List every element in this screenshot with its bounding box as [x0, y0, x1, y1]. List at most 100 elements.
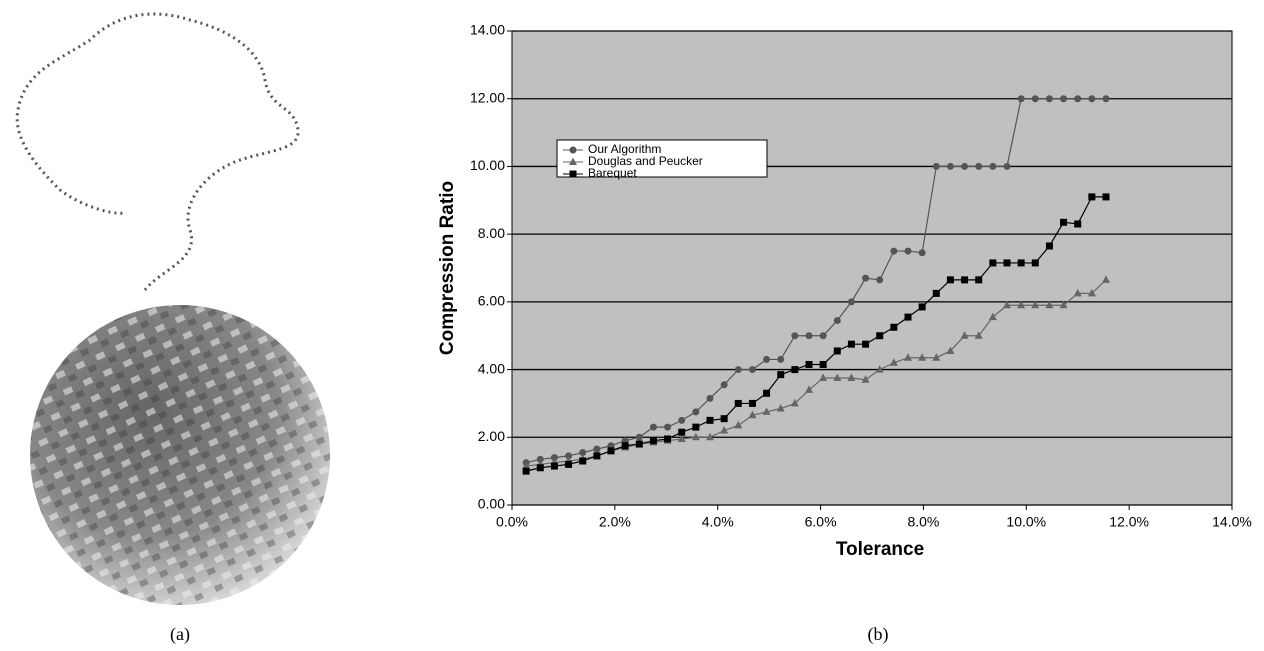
- x-axis-title: Tolerance: [836, 539, 924, 560]
- caption: (a): [170, 624, 190, 645]
- plot-area: [511, 30, 1233, 506]
- caption: (b): [868, 624, 889, 645]
- point: [734, 420, 743, 429]
- point: [635, 440, 643, 448]
- point: [974, 331, 983, 339]
- point: [621, 442, 629, 450]
- x-tick-label: 14.0%: [1212, 514, 1252, 530]
- point: [790, 398, 799, 407]
- point: [890, 323, 898, 331]
- dotted-curve: [15, 12, 300, 291]
- y-tick-label: 8.00: [478, 225, 505, 241]
- point: [706, 416, 714, 424]
- y-tick-label: 12.00: [470, 89, 505, 105]
- y-tick-label: 4.00: [478, 360, 505, 376]
- point: [847, 298, 855, 306]
- point: [1031, 300, 1040, 309]
- point: [875, 365, 884, 373]
- legend-marker: [569, 157, 577, 165]
- point: [861, 375, 870, 383]
- legend-label: Our Algorithm: [588, 142, 661, 156]
- point: [975, 276, 983, 284]
- point: [819, 373, 828, 382]
- point: [819, 332, 827, 340]
- point: [1102, 193, 1110, 201]
- legend-label: Douglas and Peucker: [588, 154, 703, 168]
- point: [748, 366, 756, 374]
- point: [1031, 95, 1039, 103]
- point: [748, 399, 756, 407]
- point: [946, 162, 954, 170]
- point: [664, 423, 672, 431]
- point: [1102, 275, 1110, 283]
- point: [1088, 95, 1096, 103]
- point: [904, 353, 912, 361]
- point: [1102, 95, 1110, 103]
- point: [678, 416, 686, 424]
- point: [1045, 95, 1053, 103]
- point: [805, 385, 813, 393]
- point: [862, 274, 870, 282]
- ball-texture: [30, 305, 330, 605]
- point: [904, 313, 912, 321]
- y-tick-label: 10.00: [470, 157, 505, 173]
- point: [946, 346, 955, 354]
- point: [777, 371, 785, 379]
- x-tick-label: 8.0%: [907, 514, 939, 530]
- point: [989, 259, 997, 267]
- point: [960, 331, 969, 339]
- point: [748, 410, 757, 419]
- point: [579, 449, 587, 457]
- point: [1088, 193, 1096, 201]
- point: [918, 303, 926, 311]
- point: [692, 423, 700, 431]
- x-tick-label: 12.0%: [1109, 514, 1149, 530]
- point: [777, 355, 785, 363]
- point: [734, 366, 742, 374]
- x-tick-label: 6.0%: [805, 514, 837, 530]
- point: [1017, 95, 1025, 103]
- point: [932, 289, 940, 297]
- point: [536, 455, 544, 463]
- point: [706, 432, 714, 441]
- point: [677, 434, 686, 442]
- point: [550, 454, 558, 462]
- point: [1073, 288, 1082, 297]
- point: [550, 462, 558, 470]
- point: [889, 358, 898, 366]
- point: [607, 447, 615, 455]
- x-tick-label: 10.0%: [1006, 514, 1046, 530]
- point: [819, 360, 827, 368]
- point: [876, 332, 884, 340]
- point: [1060, 218, 1068, 226]
- series-layer: [522, 95, 1110, 475]
- point: [805, 360, 813, 368]
- legend-marker: [569, 146, 577, 154]
- point: [1003, 162, 1011, 170]
- point: [565, 452, 573, 460]
- point: [1017, 259, 1025, 267]
- point: [522, 467, 530, 475]
- legend-label: Barequet: [588, 166, 637, 180]
- point: [904, 247, 912, 255]
- point: [961, 276, 969, 284]
- point: [1045, 242, 1053, 250]
- point: [1045, 300, 1054, 309]
- point: [918, 249, 926, 257]
- point: [932, 353, 941, 361]
- point: [1087, 288, 1096, 297]
- point: [791, 366, 799, 374]
- point: [649, 437, 657, 445]
- x-tick-label: 4.0%: [702, 514, 734, 530]
- point: [762, 407, 771, 415]
- point: [593, 452, 601, 460]
- y-tick-label: 0.00: [478, 496, 505, 512]
- x-tick-label: 0.0%: [496, 514, 528, 530]
- point: [593, 445, 601, 453]
- point: [1031, 259, 1039, 267]
- point: [1060, 95, 1068, 103]
- point: [649, 423, 657, 431]
- point: [975, 162, 983, 170]
- point: [635, 433, 643, 441]
